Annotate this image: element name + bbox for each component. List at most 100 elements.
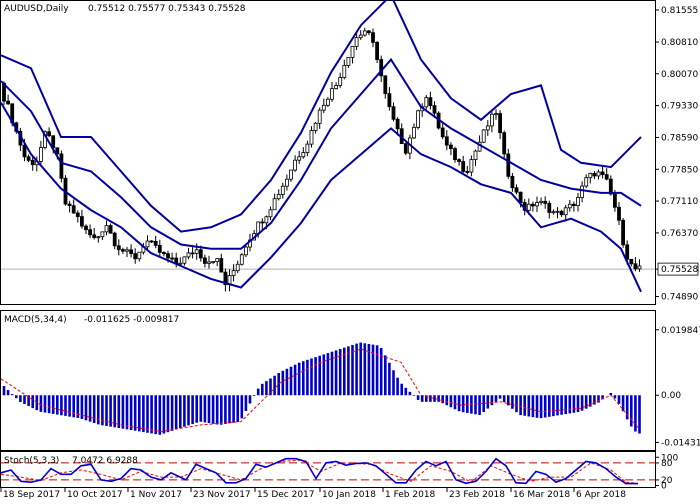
candle-body (432, 105, 437, 114)
candle-body (198, 249, 203, 259)
candle-body (391, 106, 396, 120)
bollinger-middle-band (0, 57, 642, 250)
candle-body (440, 127, 445, 138)
candle-body (625, 244, 630, 260)
candle-body (461, 161, 466, 172)
candle-body (145, 240, 150, 248)
candle-body (481, 129, 486, 143)
candle-body (539, 200, 543, 203)
candle-body (194, 249, 199, 254)
candle-body (465, 171, 470, 173)
candle-body (22, 144, 27, 158)
candle-body (444, 136, 449, 146)
candle-body (268, 209, 273, 218)
macd-layer (0, 342, 641, 435)
macd-values: -0.011625 -0.009817 (84, 315, 179, 325)
candle-body (133, 253, 138, 260)
candle-body (325, 98, 330, 106)
candle-body (526, 203, 531, 211)
candle-body (346, 56, 351, 66)
candle-body (280, 185, 285, 195)
bollinger-upper-band (0, 0, 642, 233)
candle-body (108, 225, 113, 234)
candle-body (260, 221, 265, 224)
candle-body (6, 100, 10, 105)
price-tick-label: 0.76370 (661, 229, 698, 239)
candle-body (555, 210, 560, 213)
candle-body (129, 249, 134, 255)
candle-body (621, 219, 625, 246)
stoch-title: Stoch(5,3,3) (4, 456, 59, 466)
candle-body (362, 30, 367, 36)
x-tick-label: 23 Feb 2018 (449, 490, 505, 500)
candle-body (92, 234, 97, 238)
candle-body (71, 205, 76, 214)
candle-body (535, 202, 539, 207)
candle-body (182, 256, 187, 264)
macd-tick-label: 0.00 (661, 391, 681, 401)
candle-body (395, 118, 400, 130)
candle-body (272, 198, 277, 211)
candle-body (100, 231, 105, 238)
stoch-layer (0, 457, 655, 485)
candle-body (26, 156, 31, 161)
candle-body (563, 207, 568, 216)
candle-body (202, 257, 207, 264)
stoch-tick-label: 80 (661, 459, 673, 469)
symbol-label: AUDUSD,Daily (4, 4, 69, 14)
candle-body (485, 125, 490, 131)
x-tick-label: 16 Mar 2018 (513, 490, 570, 500)
candle-body (543, 200, 548, 204)
candle-body (473, 150, 478, 160)
candle-body (239, 254, 244, 265)
candle-body (104, 225, 109, 233)
x-tick-label: 18 Sep 2017 (3, 490, 60, 500)
candle-body (39, 147, 43, 162)
candle-body (284, 178, 289, 187)
x-tick-label: 10 Oct 2017 (67, 490, 123, 500)
candle-body (453, 148, 457, 161)
x-tick-label: 1 Nov 2017 (130, 490, 182, 500)
candle-body (617, 206, 621, 221)
candle-body (223, 271, 228, 286)
candle-body (416, 110, 421, 128)
candle-body (494, 113, 498, 115)
candle-body (613, 193, 617, 208)
x-tick-label: 1 Feb 2018 (385, 490, 436, 500)
x-tick-label: 23 Nov 2017 (193, 490, 251, 500)
bollinger-lower-band (0, 102, 642, 293)
candle-body (629, 258, 634, 265)
candle-body (469, 159, 474, 173)
ohlc-label: 0.75512 0.75577 0.75343 0.75528 (88, 4, 246, 14)
axis-layer: 0.81555 0.80810 0.80070 0.79330 0.78590 0.778… (0, 6, 700, 500)
candle-body (309, 130, 314, 145)
candle-body (584, 177, 589, 187)
candle-body (80, 216, 84, 227)
candle-body (375, 41, 380, 60)
candle-body (424, 97, 429, 108)
candle-body (580, 185, 584, 198)
candle-body (633, 263, 638, 270)
candle-body (448, 144, 453, 150)
macd-tick-label: 0.019847 (661, 326, 700, 336)
candle-body (510, 175, 515, 189)
price-tick-label: 0.75528 (661, 265, 698, 275)
candle-body (600, 171, 605, 175)
price-tick-label: 0.80070 (661, 70, 698, 80)
candle-body (428, 97, 433, 107)
candle-body (55, 147, 60, 155)
candle-body (264, 216, 269, 224)
candle-body (592, 173, 597, 177)
price-tick-label: 0.78590 (661, 133, 698, 143)
candle-body (276, 194, 281, 200)
candle-body (608, 178, 613, 195)
stoch-tick-label: 100 (661, 453, 678, 463)
candle-body (137, 251, 142, 260)
candle-body (84, 225, 88, 231)
candle-body (178, 262, 183, 265)
candle-body (387, 93, 392, 108)
candle-body (317, 109, 322, 124)
candle-body (572, 203, 576, 206)
